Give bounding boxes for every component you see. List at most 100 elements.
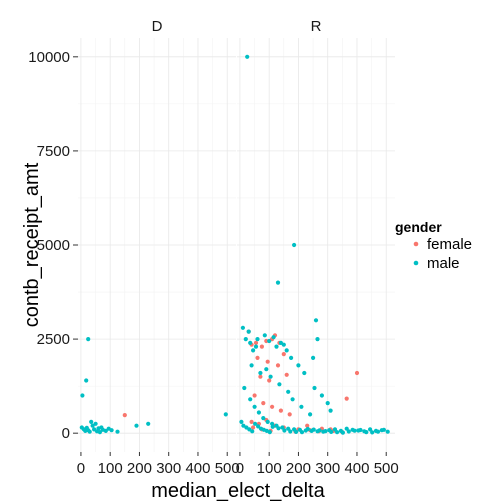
data-point-female (122, 413, 127, 418)
data-point-male (267, 430, 272, 435)
data-point-male (258, 370, 263, 376)
data-point-female (261, 401, 266, 406)
data-point-male (134, 423, 139, 428)
y-tick-label: 7500 (37, 143, 70, 160)
data-point-male (253, 421, 258, 426)
data-point-male (93, 421, 98, 426)
facet-panel-d (78, 38, 236, 452)
data-point-female (284, 372, 289, 377)
data-point-male (251, 348, 256, 353)
data-point-male (335, 430, 340, 435)
data-point-male (294, 429, 299, 434)
data-point-female (344, 396, 349, 401)
data-point-male (84, 378, 89, 383)
data-point-male (97, 430, 102, 435)
facet-strip-label-r: R (311, 18, 322, 35)
data-point-male (274, 344, 279, 349)
data-point-male (261, 416, 266, 421)
facet-panel-r (237, 38, 395, 452)
data-point-female (275, 363, 281, 368)
data-point-male (115, 429, 120, 434)
data-point-male (248, 397, 253, 402)
data-point-male (375, 429, 381, 434)
data-point-male (299, 430, 305, 435)
data-point-male (223, 412, 228, 417)
data-point-female (267, 378, 272, 383)
data-point-male (270, 424, 275, 429)
data-point-male (268, 374, 273, 379)
legend-label-female: female (427, 236, 472, 253)
x-tick-label: 100 (257, 460, 282, 477)
x-tick-label: 400 (185, 460, 210, 477)
data-point-male (248, 340, 253, 345)
data-point-male (311, 427, 316, 432)
data-point-male (302, 370, 307, 376)
legend-key-male (413, 260, 419, 266)
data-point-male (109, 428, 114, 433)
legend-label-male: male (427, 255, 460, 272)
data-point-male (264, 367, 269, 372)
x-tick-label: 100 (98, 460, 123, 477)
data-point-male (242, 385, 247, 391)
data-point-male (276, 426, 281, 431)
data-point-male (312, 385, 317, 391)
data-point-male (299, 404, 304, 409)
data-point-female (305, 423, 310, 428)
data-point-male (340, 430, 345, 435)
data-point-male (271, 335, 276, 340)
data-point-female (255, 355, 260, 360)
data-point-male (90, 423, 95, 428)
x-tick-label: 300 (315, 460, 340, 477)
data-point-male (308, 412, 313, 417)
data-point-female (287, 412, 292, 417)
data-point-male (325, 401, 330, 406)
data-point-female (264, 338, 269, 344)
data-point-male (329, 429, 334, 434)
data-point-male (265, 419, 270, 424)
data-point-male (86, 337, 91, 342)
x-tick-label: 200 (127, 460, 152, 477)
y-tick-label: 10000 (28, 49, 70, 66)
x-tick-label: 500 (374, 460, 399, 477)
data-point-male (319, 393, 324, 398)
data-point-female (259, 344, 264, 349)
data-point-male (262, 333, 267, 338)
data-point-male (146, 421, 151, 426)
x-tick-label: 200 (286, 460, 311, 477)
data-point-male (277, 382, 282, 387)
y-axis: 0 2500 5000 7500 10000 (28, 49, 78, 442)
data-point-male (280, 425, 285, 430)
data-point-male (284, 348, 289, 353)
data-point-male (313, 318, 319, 323)
legend-key-female (413, 241, 419, 247)
data-point-female (265, 359, 270, 364)
data-point-male (352, 428, 357, 433)
data-point-male (243, 337, 248, 342)
data-point-male (323, 429, 328, 434)
y-tick-label: 5000 (37, 237, 70, 254)
data-point-male (275, 280, 281, 285)
data-point-male (250, 429, 255, 434)
data-point-male (289, 355, 294, 360)
data-point-male (87, 429, 92, 434)
data-point-male (80, 393, 85, 398)
legend-title: gender (395, 219, 442, 235)
x-axis-title: median_elect_delta (151, 480, 325, 502)
data-point-male (385, 429, 390, 434)
data-point-male (103, 428, 108, 433)
data-point-female (278, 408, 283, 413)
data-point-male (253, 344, 259, 349)
data-point-female (270, 404, 275, 409)
data-point-female (249, 419, 254, 424)
data-point-male (311, 355, 316, 360)
data-point-female (252, 393, 257, 398)
data-point-male (240, 325, 245, 330)
data-point-male (358, 427, 363, 433)
data-point-female (258, 374, 263, 379)
y-axis-title: contb_receipt_amt (21, 162, 43, 327)
x-tick-label: 500 (215, 460, 240, 477)
facet-strip-label-d: D (152, 18, 163, 35)
data-point-male (256, 410, 261, 415)
x-tick-label: 0 (236, 460, 244, 477)
data-point-male (239, 419, 244, 424)
